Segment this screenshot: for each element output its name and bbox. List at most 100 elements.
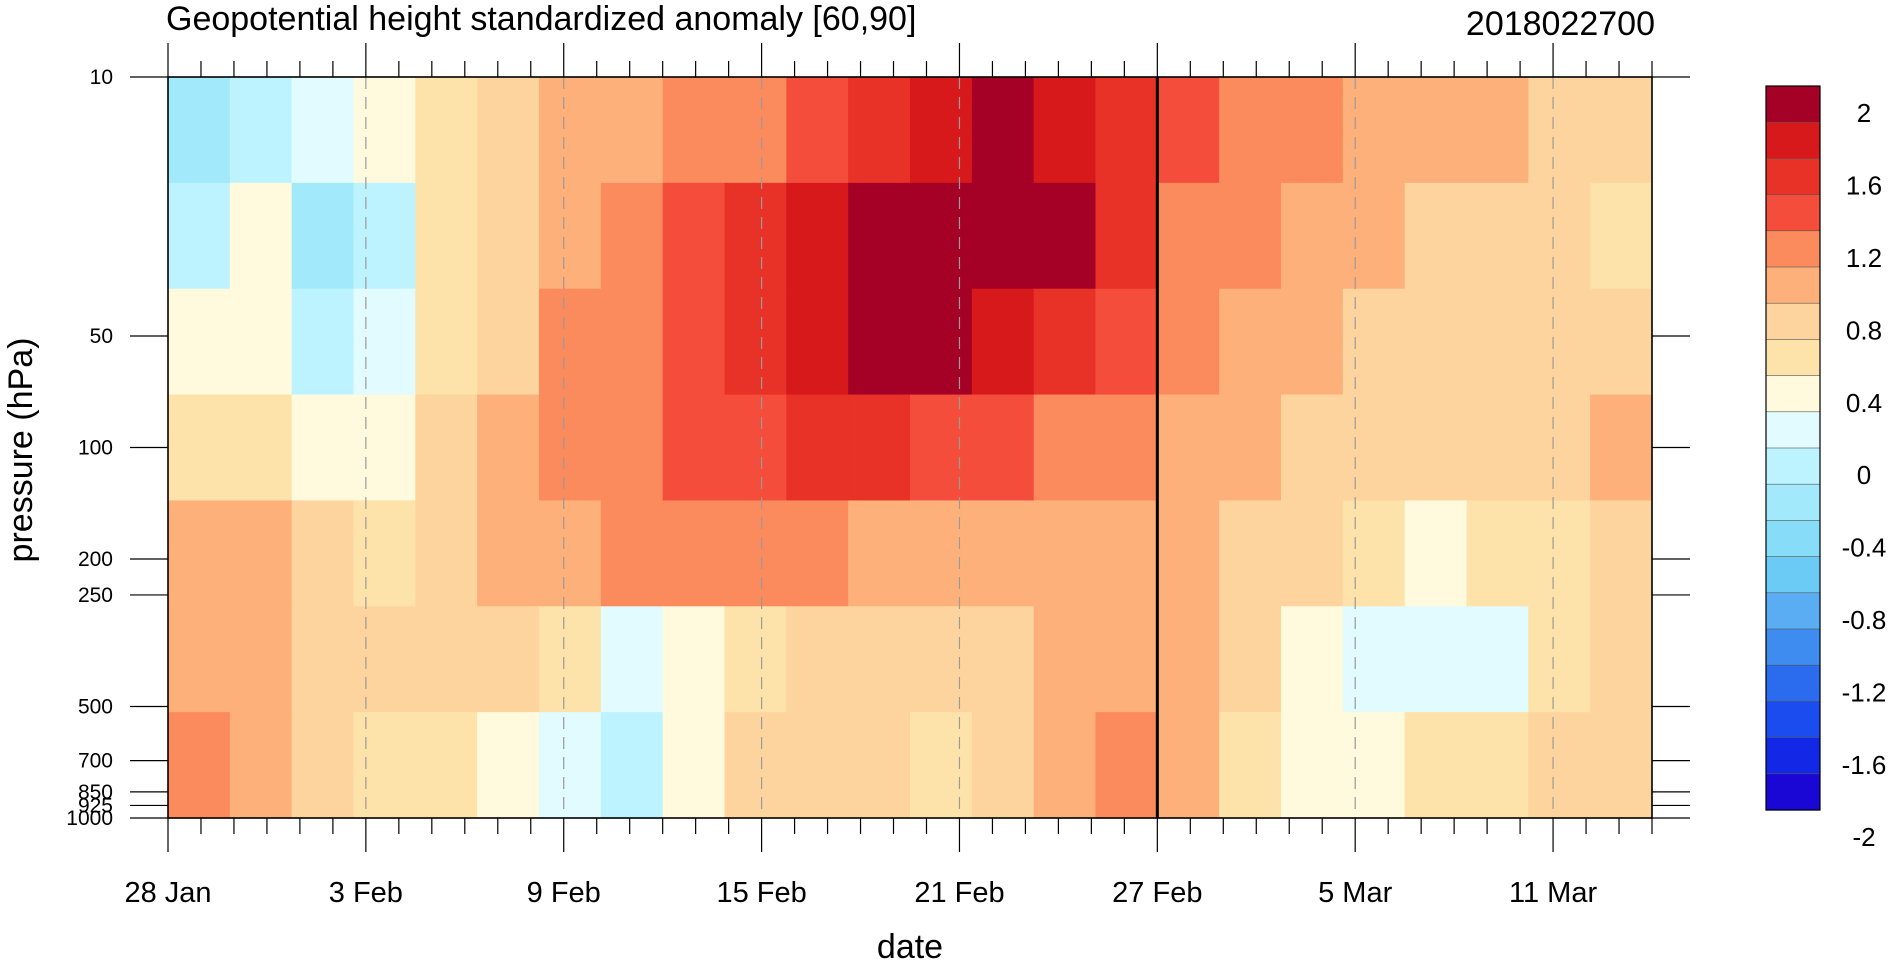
field-cell [1342, 288, 1406, 396]
field-cell [1528, 394, 1591, 502]
field-cell [229, 394, 293, 502]
field-cell [1095, 500, 1158, 607]
field-cell [910, 394, 973, 502]
field-cell [971, 500, 1035, 607]
field-cell [910, 712, 973, 819]
colorbar-swatch [1765, 85, 1821, 123]
x-tick-label: 21 Feb [914, 877, 1004, 909]
field-cell [724, 606, 787, 713]
field-cell [971, 394, 1035, 502]
field-cell [662, 394, 726, 502]
field-cell [1219, 77, 1282, 184]
field-cell [1281, 288, 1344, 396]
field-cell [353, 182, 416, 290]
colorbar-swatch [1765, 520, 1821, 558]
field-cell [539, 394, 602, 502]
field-cell [229, 606, 293, 713]
field-cell [848, 606, 911, 713]
field-cell [415, 394, 478, 502]
colorbar-swatch [1765, 483, 1821, 522]
colorbar-swatch [1765, 194, 1821, 232]
field-cell [724, 500, 787, 607]
field-cell [786, 606, 849, 713]
colorbar-label: 0 [1857, 460, 1871, 490]
colorbar-frame [1765, 85, 1821, 811]
field-cell [539, 712, 602, 819]
field-cell [910, 182, 973, 290]
y-tick-label: 850 [78, 781, 113, 804]
y-tick-label: 50 [90, 325, 113, 348]
field-cell [1219, 288, 1282, 396]
field-cell [724, 394, 787, 502]
colorbar-label: -0.8 [1842, 605, 1887, 635]
field-cell [786, 182, 849, 290]
colorbar-label: 2 [1857, 98, 1871, 128]
field-cell [1590, 606, 1653, 713]
field-cell [724, 288, 787, 396]
field-cell [353, 288, 416, 396]
field-cell [291, 77, 355, 184]
field-cell [168, 394, 231, 502]
field-cell [477, 606, 540, 713]
x-tick-label: 9 Feb [527, 877, 601, 909]
field-cell [477, 500, 540, 607]
field-cell [1219, 500, 1282, 607]
field-cell [1404, 606, 1468, 713]
field-cell [1528, 182, 1591, 290]
field-cell [786, 77, 849, 184]
field-cell [1590, 500, 1653, 607]
field-cell [1095, 606, 1158, 713]
y-tick-label: 1000 [66, 807, 113, 830]
field-cell [1281, 394, 1344, 502]
y-tick-label: 250 [78, 584, 113, 607]
field-cell [1157, 182, 1220, 290]
field-cell [229, 712, 293, 819]
field-cell [848, 77, 911, 184]
field-cell [1219, 394, 1282, 502]
field-cell [1033, 182, 1097, 290]
field-cell [1095, 77, 1158, 184]
field-cell [353, 500, 416, 607]
colorbar-label: 0.4 [1846, 388, 1882, 418]
field-cell [477, 288, 540, 396]
field-cell [662, 712, 726, 819]
field-cell [910, 288, 973, 396]
chart-title: Geopotential height standardized anomaly… [166, 0, 916, 38]
x-tick-label: 28 Jan [124, 877, 211, 909]
field-cell [848, 500, 911, 607]
field-cell [229, 288, 293, 396]
field-cell [1466, 288, 1529, 396]
field-cell [353, 394, 416, 502]
field-cell [1590, 77, 1653, 184]
field-cell [1281, 77, 1344, 184]
field-cell [1466, 77, 1529, 184]
field-cell [1466, 500, 1529, 607]
field-cell [971, 606, 1035, 713]
field-cell [971, 288, 1035, 396]
field-cell [539, 288, 602, 396]
field-cell [1466, 606, 1529, 713]
colorbar-swatch [1765, 701, 1821, 739]
y-axis-title: pressure (hPa) [2, 338, 40, 563]
field-cell [353, 77, 416, 184]
field-cell [1157, 394, 1220, 502]
field-cell [1219, 712, 1282, 819]
field-cell [1033, 394, 1097, 502]
field-cell [786, 500, 849, 607]
colorbar-swatch [1765, 737, 1821, 775]
field-cell [848, 712, 911, 819]
colorbar-swatch [1765, 628, 1821, 666]
field-cell [724, 712, 787, 819]
x-tick-label: 11 Mar [1509, 877, 1597, 909]
field-cell [1157, 288, 1220, 396]
field-cell [1281, 500, 1344, 607]
field-cell [415, 288, 478, 396]
field-cell [971, 182, 1035, 290]
field-cell [971, 77, 1035, 184]
colorbar-swatch [1765, 773, 1821, 811]
x-tick-label: 27 Feb [1112, 877, 1202, 909]
field-cell [291, 500, 355, 607]
field-cell [724, 77, 787, 184]
field-cell [415, 606, 478, 713]
